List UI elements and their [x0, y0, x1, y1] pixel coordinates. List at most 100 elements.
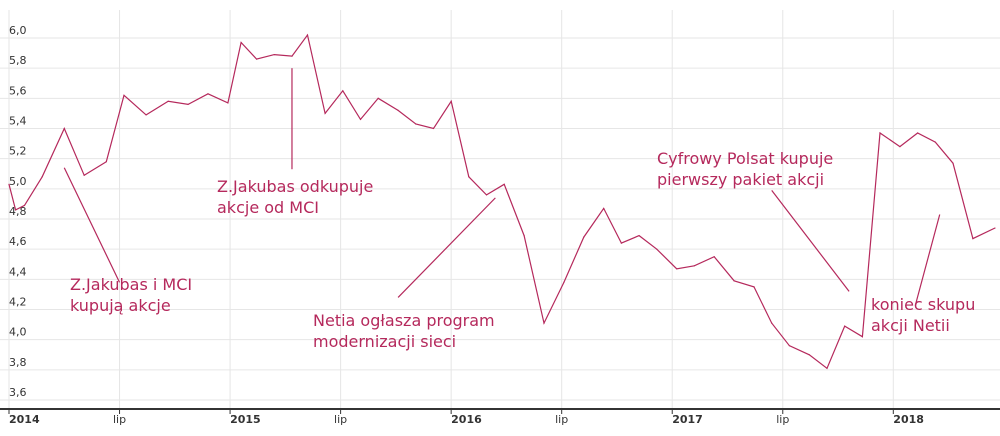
- y-tick-label: 4,4: [9, 265, 27, 278]
- price-point: [771, 322, 773, 324]
- price-point: [638, 234, 640, 237]
- annotation: Netia ogłasza program modernizacji sieci: [313, 197, 496, 351]
- price-point: [676, 268, 678, 270]
- y-tick-label: 5,8: [9, 54, 27, 67]
- price-point: [844, 325, 846, 327]
- annotation-text: Cyfrowy Polsat kupuje: [657, 149, 833, 168]
- y-tick-label: 4,6: [9, 235, 27, 248]
- price-point: [952, 162, 954, 164]
- annotation-text: koniec skupu: [871, 295, 975, 314]
- price-point: [450, 100, 452, 102]
- annotation-text: Z.Jakubas i MCI: [70, 275, 192, 294]
- price-point: [273, 53, 275, 56]
- price-point: [342, 90, 344, 92]
- price-point: [788, 345, 790, 347]
- price-point: [693, 265, 695, 267]
- price-point: [899, 146, 901, 148]
- price-point: [808, 354, 810, 356]
- annotation-text: akcji Netii: [871, 316, 950, 335]
- price-point: [8, 183, 10, 185]
- price-point: [415, 123, 417, 125]
- price-point: [256, 58, 258, 60]
- price-point: [167, 100, 169, 102]
- annotation-leader-line: [397, 197, 496, 298]
- y-tick-label: 4,2: [9, 296, 27, 309]
- y-tick-label: 5,2: [9, 145, 27, 158]
- annotation: koniec skupu akcji Netii: [871, 214, 975, 335]
- price-point: [377, 97, 379, 99]
- y-tick-label: 4,0: [9, 326, 27, 339]
- price-point: [563, 281, 565, 283]
- price-point: [917, 132, 919, 134]
- price-point: [934, 141, 936, 143]
- annotation-text: Z.Jakubas odkupuje: [217, 177, 373, 196]
- price-point: [105, 161, 107, 163]
- price-point: [543, 322, 545, 324]
- price-point: [485, 194, 488, 196]
- annotation-leader-line: [771, 189, 850, 292]
- price-point: [994, 227, 996, 229]
- annotation: Z.Jakubas i MCI kupują akcje: [63, 167, 192, 315]
- annotation-text: modernizacji sieci: [313, 332, 456, 351]
- price-point: [468, 176, 470, 178]
- annotation: Cyfrowy Polsat kupuje pierwszy pakiet akc…: [657, 149, 850, 292]
- annotation-text: kupują akcje: [70, 296, 171, 315]
- x-axis: 2014 lip 2015 lip 2016 lip 2017 lip 2018: [0, 408, 1000, 426]
- price-series-line: [8, 33, 996, 370]
- price-point: [713, 256, 715, 258]
- y-tick-label: 6,0: [9, 24, 27, 37]
- price-point: [63, 127, 65, 130]
- annotation-text: pierwszy pakiet akcji: [657, 170, 824, 189]
- price-point: [306, 34, 309, 36]
- x-tick-label: lip: [776, 413, 789, 426]
- price-point: [324, 112, 326, 115]
- price-point: [291, 55, 293, 57]
- price-point: [227, 102, 229, 104]
- annotation-text: Netia ogłasza program: [313, 311, 495, 330]
- y-tick-label: 3,8: [9, 356, 27, 369]
- y-axis: 3,6 3,8 4,0 4,2 4,4 4,6 4,8 5,0 5,2 5,4 5,6 5,8 6,0: [9, 24, 27, 399]
- price-point: [879, 132, 881, 134]
- annotation-leader-line: [63, 167, 121, 283]
- y-tick-label: 3,6: [9, 386, 27, 399]
- price-point: [432, 127, 435, 130]
- price-point: [207, 93, 209, 95]
- grid-layer: [0, 10, 1000, 409]
- price-point: [359, 118, 362, 121]
- price-point: [826, 367, 828, 369]
- price-point: [733, 280, 735, 282]
- x-tick-label: 2018: [893, 413, 924, 426]
- price-point: [523, 234, 525, 237]
- x-tick-label: 2015: [230, 413, 261, 426]
- price-point: [861, 336, 863, 338]
- price-point: [656, 248, 658, 250]
- price-point: [145, 114, 147, 116]
- price-point: [620, 242, 622, 244]
- price-point: [503, 183, 505, 185]
- price-point: [15, 209, 17, 211]
- y-tick-label: 5,4: [9, 115, 27, 128]
- y-tick-label: 4,8: [9, 205, 27, 218]
- price-point: [753, 286, 755, 288]
- x-tick-label: 2016: [451, 413, 482, 426]
- y-tick-label: 5,0: [9, 175, 27, 188]
- x-tick-label: 2017: [672, 413, 703, 426]
- price-point: [583, 236, 585, 238]
- price-point: [397, 109, 399, 111]
- price-point: [972, 238, 974, 240]
- x-tick-label: lip: [113, 413, 126, 426]
- price-point: [41, 176, 43, 178]
- annotation-text: akcje od MCI: [217, 198, 319, 217]
- y-tick-label: 5,6: [9, 84, 27, 97]
- x-tick-label: 2014: [9, 413, 40, 426]
- price-point: [83, 174, 85, 176]
- price-points: [8, 34, 996, 369]
- x-tick-label: lip: [555, 413, 568, 426]
- price-point: [123, 94, 125, 96]
- annotation-leader-line: [914, 214, 941, 306]
- annotations: Z.Jakubas i MCI kupują akcje Z.Jakubas odk…: [63, 68, 975, 351]
- price-point: [240, 41, 242, 44]
- price-point: [603, 207, 605, 210]
- price-point: [187, 103, 189, 105]
